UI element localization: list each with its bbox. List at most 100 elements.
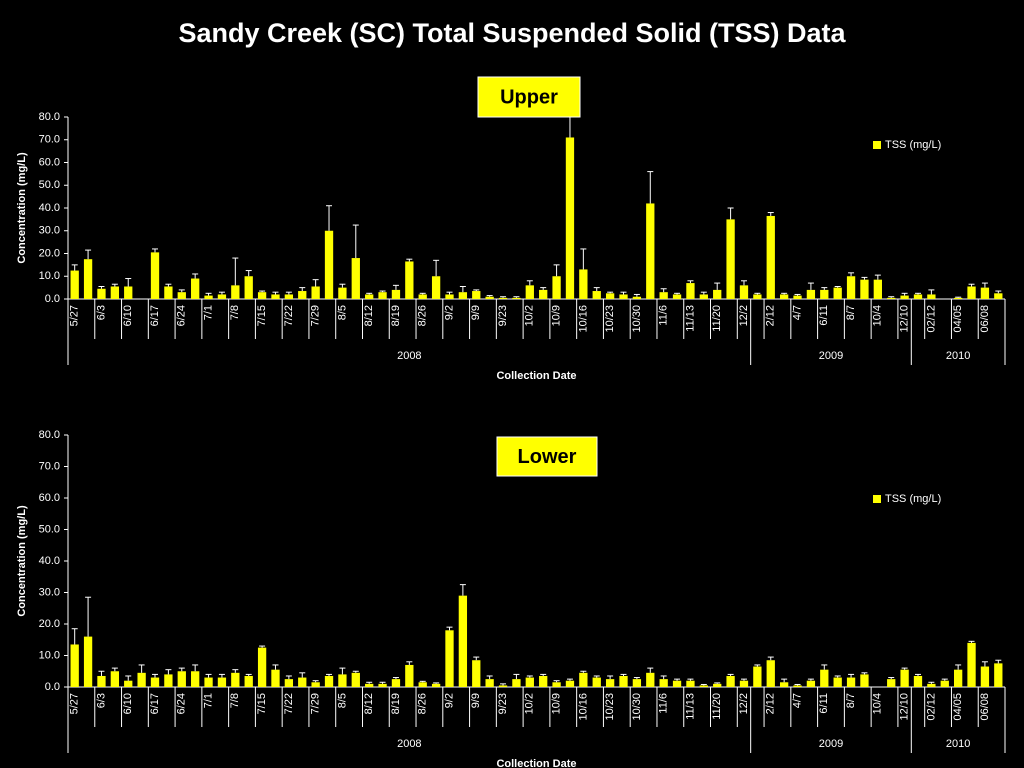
x-tick-label: 8/26 xyxy=(417,693,429,714)
x-group-label: 2008 xyxy=(397,350,421,362)
error-bar xyxy=(620,673,627,676)
error-bar xyxy=(981,661,988,667)
x-tick-label: 10/4 xyxy=(872,305,884,326)
x-group-label: 2009 xyxy=(819,350,843,362)
error-bar xyxy=(152,673,159,678)
bar xyxy=(418,294,427,299)
y-tick-label: 60.0 xyxy=(39,156,60,168)
bar xyxy=(565,137,575,299)
bar xyxy=(378,292,387,299)
y-tick-label: 50.0 xyxy=(39,523,60,535)
bar xyxy=(338,287,347,299)
bar xyxy=(887,679,896,687)
error-bar xyxy=(259,290,266,293)
bar xyxy=(231,672,240,687)
error-bar xyxy=(339,283,346,288)
bar xyxy=(766,215,775,299)
x-tick-label: 7/22 xyxy=(283,693,295,714)
bar xyxy=(298,291,307,299)
error-bar xyxy=(526,280,533,286)
bar xyxy=(257,292,267,299)
error-bar xyxy=(406,661,413,665)
bar xyxy=(405,261,414,299)
error-bar xyxy=(433,259,440,277)
error-bar xyxy=(259,645,266,648)
error-bar xyxy=(285,675,292,680)
bar xyxy=(191,278,200,299)
bar xyxy=(110,671,119,687)
bar xyxy=(365,683,374,687)
bar xyxy=(150,252,160,299)
error-bar xyxy=(138,664,145,673)
x-tick-label: 12/2 xyxy=(738,693,750,714)
error-bar xyxy=(834,285,841,288)
error-bar xyxy=(566,116,573,138)
bar xyxy=(431,276,441,299)
error-bar xyxy=(714,682,721,684)
error-bar xyxy=(245,673,252,676)
x-tick-label: 9/2 xyxy=(443,693,455,708)
bar xyxy=(820,289,829,299)
y-tick-label: 60.0 xyxy=(39,492,60,504)
error-bar xyxy=(111,667,118,672)
bar xyxy=(405,664,414,687)
bar xyxy=(739,285,749,299)
x-tick-label: 12/10 xyxy=(899,693,911,721)
panel-label-box xyxy=(477,76,581,118)
bar xyxy=(512,679,521,687)
error-bar xyxy=(446,291,453,295)
bar xyxy=(913,675,923,687)
error-bar xyxy=(433,682,440,684)
error-bar xyxy=(500,296,507,298)
x-tick-label: 8/12 xyxy=(363,305,375,326)
error-bar xyxy=(205,673,212,678)
error-bar xyxy=(821,664,828,670)
error-bar xyxy=(366,681,373,684)
error-bar xyxy=(674,678,681,681)
error-bar xyxy=(459,285,466,293)
bar xyxy=(927,294,936,299)
x-tick-label: 6/3 xyxy=(95,693,107,708)
bar xyxy=(217,294,227,299)
x-tick-label: 5/27 xyxy=(69,305,81,326)
error-bar xyxy=(71,628,78,645)
error-bar xyxy=(580,670,587,673)
error-bar xyxy=(674,292,681,295)
x-tick-label: 9/9 xyxy=(470,693,482,708)
legend-swatch xyxy=(873,495,881,503)
x-tick-label: 8/7 xyxy=(845,305,857,320)
error-bar xyxy=(821,287,828,290)
bar xyxy=(605,679,615,687)
x-tick-label: 6/11 xyxy=(818,305,830,326)
bar xyxy=(672,680,682,687)
bar xyxy=(244,675,253,687)
bar xyxy=(512,297,521,299)
error-bar xyxy=(888,296,895,298)
x-tick-label: 11/20 xyxy=(711,305,723,332)
error-bar xyxy=(419,680,426,683)
y-tick-label: 80.0 xyxy=(39,111,60,123)
bar xyxy=(967,642,976,687)
x-tick-label: 04/05 xyxy=(952,305,964,333)
bar xyxy=(659,679,668,687)
bar xyxy=(378,683,387,687)
error-bar xyxy=(633,677,640,680)
y-tick-label: 40.0 xyxy=(39,555,60,567)
bar xyxy=(539,675,548,687)
bar xyxy=(887,297,896,299)
x-group-label: 2010 xyxy=(946,350,970,362)
error-bar xyxy=(98,285,105,289)
error-bar xyxy=(620,291,627,295)
bar xyxy=(686,680,695,687)
bar xyxy=(833,287,842,299)
x-axis-label: Collection Date xyxy=(496,758,576,768)
error-bar xyxy=(848,272,855,277)
x-tick-label: 06/08 xyxy=(979,305,991,333)
error-bar xyxy=(326,205,333,231)
bar xyxy=(592,677,601,687)
x-tick-label: 10/16 xyxy=(577,693,589,721)
bar xyxy=(418,682,427,687)
error-bar xyxy=(901,292,908,296)
bar xyxy=(699,685,708,687)
panel-label: Upper xyxy=(500,86,558,108)
